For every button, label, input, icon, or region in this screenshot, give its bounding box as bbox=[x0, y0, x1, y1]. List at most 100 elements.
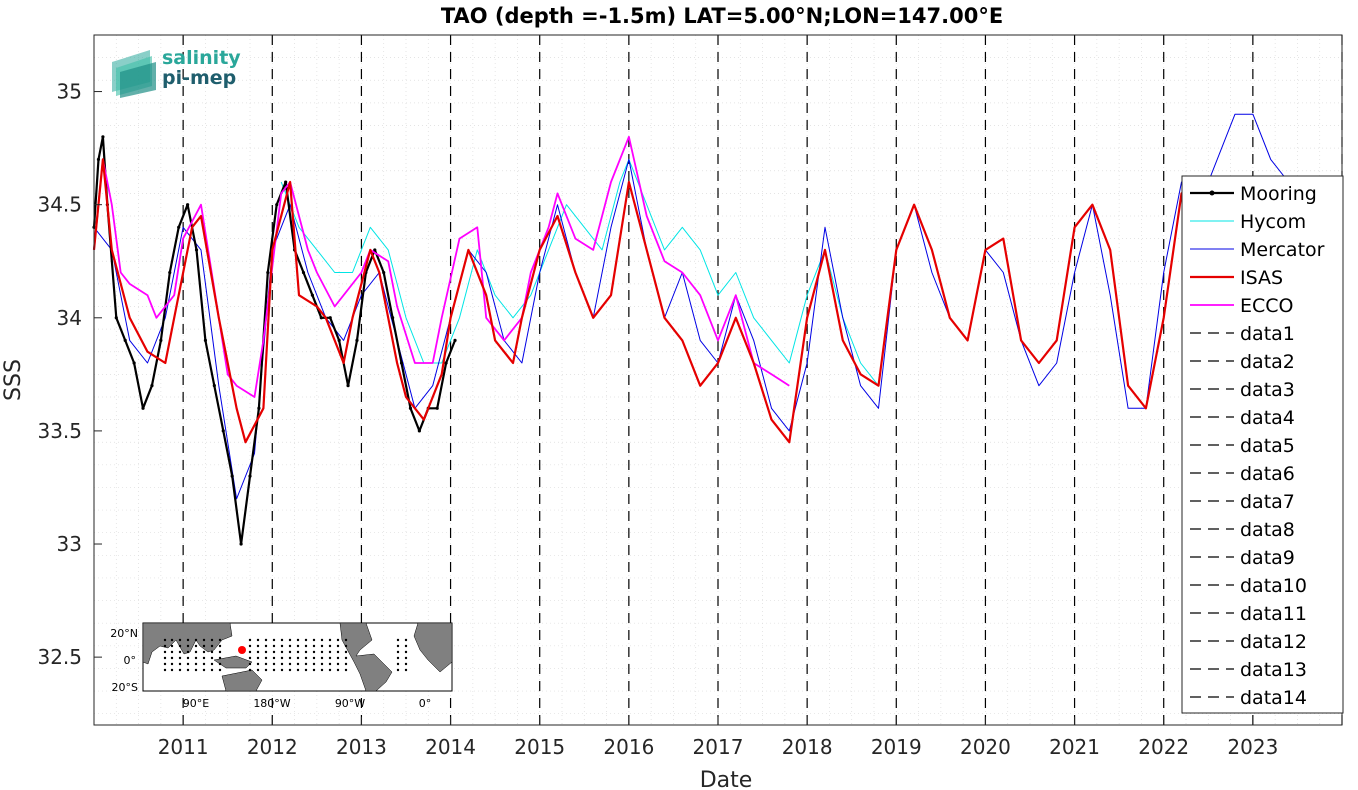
inset-mooring-dot bbox=[186, 644, 190, 648]
inset-land-americas bbox=[339, 622, 393, 692]
series-line-ecco bbox=[93, 135, 790, 398]
inset-mooring-dot bbox=[202, 662, 206, 666]
legend-label-data6: data6 bbox=[1240, 463, 1295, 485]
x-tick-label: 2020 bbox=[960, 735, 1011, 759]
inset-map: 20°N 0° 20°S 90°E 180°W 90°W 0° bbox=[110, 622, 453, 710]
inset-mooring-dot bbox=[336, 656, 340, 660]
x-tick-label: 2016 bbox=[603, 735, 654, 759]
inset-mooring-dot bbox=[272, 650, 276, 654]
inset-mooring-dot bbox=[178, 662, 182, 666]
inset-mooring-dot bbox=[272, 656, 276, 660]
inset-mooring-dot bbox=[163, 662, 167, 666]
inset-mooring-dot bbox=[288, 638, 292, 642]
inset-mooring-dot bbox=[170, 668, 174, 672]
inset-mooring-dot bbox=[163, 656, 167, 660]
inset-mooring-dot bbox=[256, 650, 260, 654]
inset-mooring-dot bbox=[296, 668, 300, 672]
inset-lat-label-s: 20°S bbox=[112, 681, 138, 694]
legend-items: Mooring Hycom Mercator ISAS ECCO data1 data2 da… bbox=[1190, 183, 1325, 709]
inset-mooring-dot bbox=[186, 650, 190, 654]
legend-label-data9: data9 bbox=[1240, 547, 1295, 569]
data-point-mooring bbox=[168, 270, 172, 275]
inset-mooring-dot bbox=[210, 668, 214, 672]
data-point-mooring bbox=[101, 135, 105, 139]
y-axis-label: SSS bbox=[1, 359, 26, 401]
inset-mooring-dot bbox=[218, 644, 222, 648]
legend-label-data3: data3 bbox=[1240, 379, 1295, 401]
inset-mooring-dot bbox=[202, 668, 206, 672]
inset-mooring-dot bbox=[288, 668, 292, 672]
inset-lon-label-90w: 90°W bbox=[335, 697, 365, 710]
inset-mooring-dot bbox=[404, 638, 408, 642]
data-point-mooring bbox=[230, 474, 234, 478]
inset-mooring-dot bbox=[404, 662, 408, 666]
legend-label-data14: data14 bbox=[1240, 687, 1307, 709]
legend-label-data13: data13 bbox=[1240, 659, 1307, 681]
inset-lon-label-0: 0° bbox=[419, 697, 432, 710]
x-axis-label: Date bbox=[700, 768, 753, 790]
inset-mooring-dot bbox=[288, 644, 292, 648]
data-point-mooring bbox=[373, 248, 377, 252]
inset-mooring-dots bbox=[163, 638, 408, 672]
inset-mooring-dot bbox=[194, 650, 198, 654]
data-point-mooring bbox=[417, 429, 421, 433]
data-point-mooring bbox=[382, 270, 386, 275]
inset-mooring-dot bbox=[248, 668, 252, 672]
inset-mooring-dot bbox=[178, 638, 182, 642]
inset-mooring-dot bbox=[264, 638, 268, 642]
data-point-mooring bbox=[186, 203, 190, 207]
inset-mooring-dot bbox=[202, 644, 206, 648]
inset-mooring-dot bbox=[312, 638, 316, 642]
inset-mooring-dot bbox=[344, 644, 348, 648]
data-point-mooring bbox=[355, 338, 359, 343]
data-point-mooring bbox=[337, 338, 341, 343]
logo-line1: salinity bbox=[162, 47, 241, 69]
inset-mooring-dot bbox=[170, 638, 174, 642]
inset-mooring-dot bbox=[264, 662, 268, 666]
y-tick-label: 34 bbox=[57, 306, 82, 330]
inset-mooring-dot bbox=[186, 668, 190, 672]
inset-mooring-dot bbox=[344, 656, 348, 660]
inset-mooring-dot bbox=[202, 656, 206, 660]
data-point-mooring bbox=[141, 406, 145, 410]
inset-mooring-dot bbox=[256, 656, 260, 660]
x-axis: 2011 2012 2013 2014 2015 2016 2017 2018 2019 2020… bbox=[158, 717, 1278, 759]
inset-mooring-dot bbox=[280, 644, 284, 648]
data-point-mooring bbox=[132, 361, 136, 365]
inset-mooring-dot bbox=[404, 644, 408, 648]
inset-mooring-dot bbox=[336, 644, 340, 648]
inset-mooring-dot bbox=[280, 668, 284, 672]
inset-mooring-dot bbox=[328, 638, 332, 642]
data-point-mooring bbox=[114, 316, 118, 320]
inset-mooring-dot bbox=[312, 644, 316, 648]
inset-mooring-dot bbox=[194, 638, 198, 642]
legend-label-data8: data8 bbox=[1240, 519, 1295, 541]
x-tick-label: 2018 bbox=[782, 735, 833, 759]
inset-mooring-dot bbox=[396, 650, 400, 654]
inset-mooring-dot bbox=[194, 662, 198, 666]
inset-mooring-dot bbox=[264, 656, 268, 660]
inset-lat-label-n: 20°N bbox=[110, 627, 138, 640]
inset-mooring-dot bbox=[170, 662, 174, 666]
legend: Mooring Hycom Mercator ISAS ECCO data1 data2 da… bbox=[1181, 175, 1344, 714]
data-point-mooring bbox=[257, 406, 261, 410]
data-point-mooring bbox=[301, 270, 306, 275]
x-tick-label: 2015 bbox=[514, 735, 565, 759]
inset-mooring-dot bbox=[248, 662, 252, 666]
data-point-mooring bbox=[266, 270, 270, 275]
data-point-mooring bbox=[435, 406, 439, 410]
data-point-mooring bbox=[203, 338, 208, 343]
inset-mooring-dot bbox=[328, 644, 332, 648]
inset-mooring-dot bbox=[280, 662, 284, 666]
x-tick-label: 2021 bbox=[1049, 735, 1100, 759]
x-tick-label: 2019 bbox=[871, 735, 922, 759]
y-tick-label: 34.5 bbox=[37, 193, 82, 217]
inset-mooring-dot bbox=[296, 662, 300, 666]
inset-mooring-dot bbox=[396, 668, 400, 672]
inset-mooring-dot bbox=[396, 656, 400, 660]
inset-mooring-dot bbox=[344, 650, 348, 654]
data-point-mooring bbox=[346, 384, 350, 388]
inset-mooring-dot bbox=[336, 662, 340, 666]
x-tick-label: 2013 bbox=[336, 735, 387, 759]
salinity-pi-mep-logo: salinity pi-mep bbox=[112, 47, 241, 98]
